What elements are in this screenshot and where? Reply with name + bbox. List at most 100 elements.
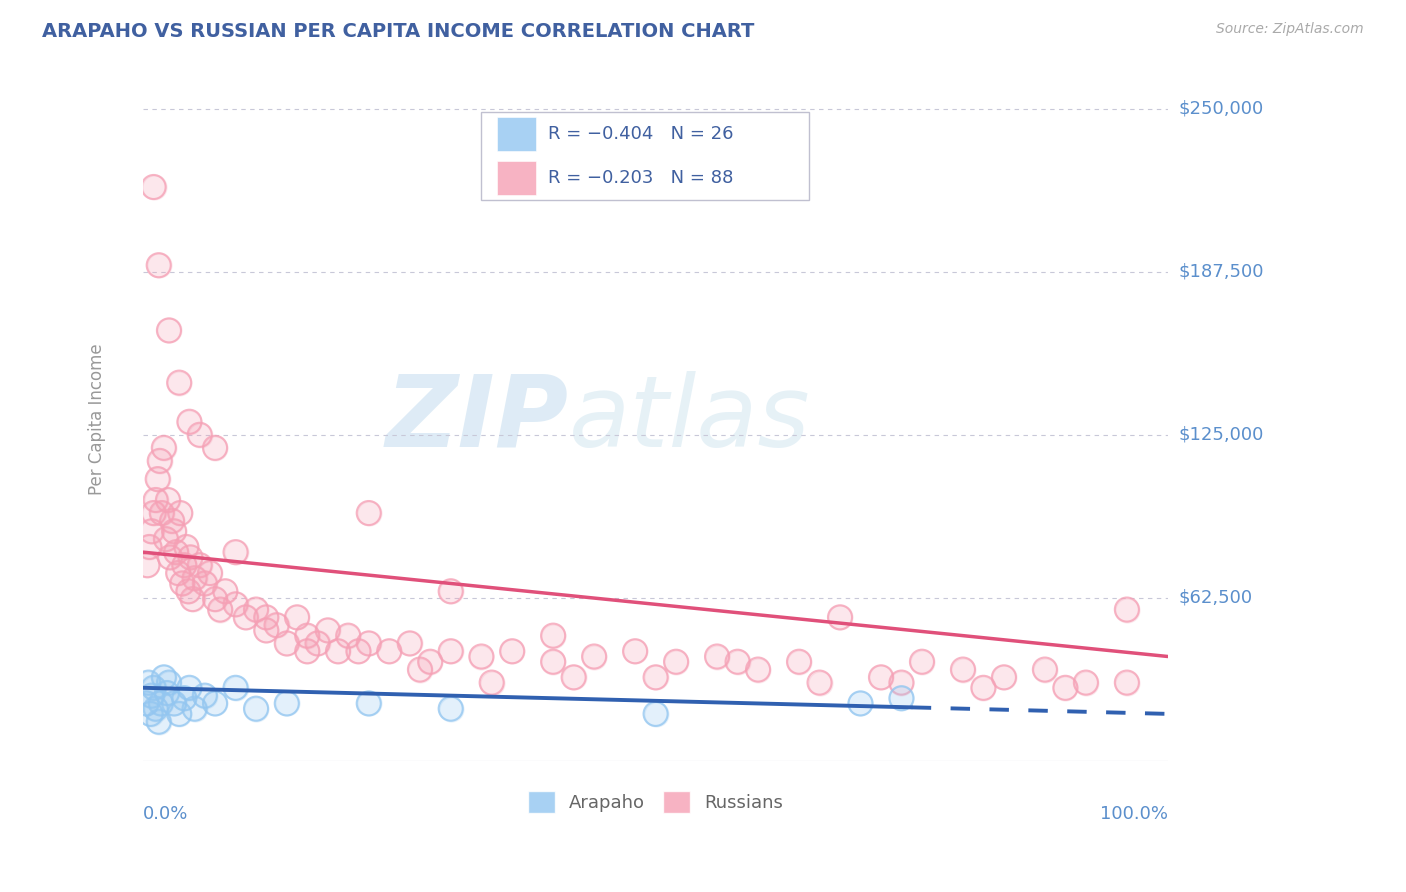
Point [419, 655, 441, 669]
Point [141, 524, 163, 539]
Point [156, 493, 179, 508]
Point [254, 624, 277, 638]
Point [297, 644, 319, 658]
Point [141, 689, 163, 703]
Point [470, 649, 492, 664]
Text: Per Capita Income: Per Capita Income [89, 343, 107, 495]
Point [188, 427, 211, 442]
Point [177, 584, 200, 599]
Point [1033, 663, 1056, 677]
Point [145, 701, 167, 715]
Point [440, 644, 463, 658]
Point [285, 610, 308, 624]
Point [172, 576, 194, 591]
Point [169, 506, 191, 520]
Point [1115, 675, 1137, 690]
Point [204, 441, 226, 455]
Point [440, 584, 463, 599]
FancyBboxPatch shape [496, 117, 536, 151]
Point [245, 602, 267, 616]
Point [787, 655, 810, 669]
Point [142, 681, 165, 695]
Point [204, 697, 226, 711]
Point [135, 697, 157, 711]
Point [173, 691, 195, 706]
Point [179, 681, 201, 695]
Text: $62,500: $62,500 [1180, 589, 1253, 607]
Point [138, 675, 160, 690]
Point [157, 675, 180, 690]
Point [583, 649, 606, 664]
Point [254, 624, 277, 638]
Text: atlas: atlas [568, 371, 810, 467]
Text: ARAPAHO VS RUSSIAN PER CAPITA INCOME CORRELATION CHART: ARAPAHO VS RUSSIAN PER CAPITA INCOME COR… [42, 22, 755, 41]
Point [276, 636, 298, 650]
Point [316, 624, 339, 638]
Point [357, 636, 380, 650]
Point [747, 663, 769, 677]
Point [849, 697, 872, 711]
Point [155, 532, 177, 546]
Point [156, 686, 179, 700]
Point [160, 514, 183, 528]
Point [173, 558, 195, 573]
Point [276, 697, 298, 711]
Point [870, 670, 893, 684]
FancyBboxPatch shape [481, 112, 810, 201]
Point [266, 618, 288, 632]
Point [993, 670, 1015, 684]
Point [214, 584, 236, 599]
Point [138, 675, 160, 690]
Point [138, 540, 160, 554]
Point [183, 571, 205, 585]
Point [890, 675, 912, 690]
Point [285, 610, 308, 624]
Point [198, 566, 221, 580]
Point [357, 697, 380, 711]
Point [214, 584, 236, 599]
Point [225, 681, 247, 695]
Point [225, 545, 247, 559]
Point [1115, 602, 1137, 616]
Point [150, 506, 173, 520]
Point [135, 697, 157, 711]
Point [808, 675, 831, 690]
Point [176, 540, 198, 554]
Point [440, 701, 463, 715]
Point [153, 441, 176, 455]
Point [541, 655, 564, 669]
Point [235, 610, 257, 624]
FancyBboxPatch shape [496, 161, 536, 195]
Point [177, 584, 200, 599]
Point [150, 506, 173, 520]
Point [440, 701, 463, 715]
Point [583, 649, 606, 664]
Point [188, 558, 211, 573]
Point [276, 697, 298, 711]
Point [204, 592, 226, 607]
Point [541, 629, 564, 643]
Point [297, 629, 319, 643]
Point [163, 697, 186, 711]
Point [337, 629, 360, 643]
Point [276, 636, 298, 650]
Text: Source: ZipAtlas.com: Source: ZipAtlas.com [1216, 22, 1364, 37]
Point [179, 681, 201, 695]
Point [254, 610, 277, 624]
Point [1033, 663, 1056, 677]
Point [188, 427, 211, 442]
Point [149, 454, 172, 468]
Point [149, 697, 172, 711]
Point [179, 415, 201, 429]
Point [157, 323, 180, 337]
Point [148, 714, 170, 729]
Point [624, 644, 647, 658]
Point [347, 644, 370, 658]
Point [378, 644, 401, 658]
Point [706, 649, 728, 664]
Point [204, 592, 226, 607]
Point [398, 636, 420, 650]
Point [665, 655, 688, 669]
Point [419, 655, 441, 669]
Point [136, 558, 159, 573]
